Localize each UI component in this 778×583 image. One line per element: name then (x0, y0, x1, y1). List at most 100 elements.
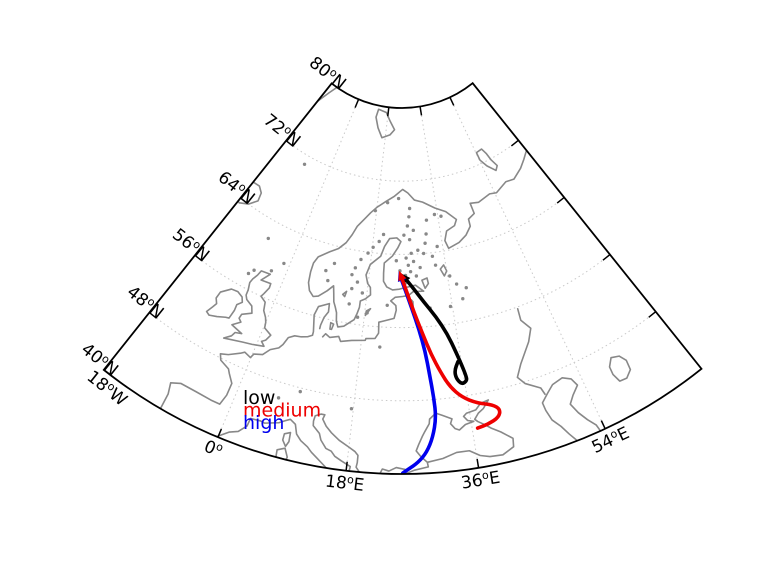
legend-label-high: high (243, 412, 284, 434)
lake-dot (464, 285, 468, 290)
lake-dot (385, 200, 390, 205)
lake-dot (432, 212, 437, 217)
lon-tick-bottom-54 (600, 420, 606, 430)
lake-dot (396, 196, 401, 201)
lake-dot (435, 244, 439, 249)
lake-dot (423, 241, 427, 245)
lake-dot (252, 268, 256, 272)
lake-dot (324, 268, 328, 273)
lake-dot (414, 274, 419, 278)
lat-tick-right-56 (602, 253, 611, 261)
lake-dot (411, 228, 416, 233)
lake-dot (418, 265, 422, 270)
lake-dot (409, 251, 413, 256)
lake-dot (269, 269, 274, 273)
lake-dot (385, 303, 389, 307)
lake-dot (298, 389, 302, 394)
trajectories (397, 270, 502, 474)
lake-dot (421, 251, 426, 256)
lat-tick-right-64 (556, 196, 565, 204)
lake-dot (424, 218, 429, 222)
coastline-corsica (281, 431, 292, 448)
lake-dot (302, 162, 307, 166)
lake-dots (246, 162, 468, 411)
lake-dot (461, 297, 465, 301)
lat-tick-left-56 (194, 254, 203, 262)
lake-dot (381, 232, 386, 237)
lake-dot (365, 311, 369, 315)
lake-dot (406, 263, 411, 268)
lake-dot (276, 396, 281, 400)
coastlines (159, 83, 632, 474)
lake-dot (433, 263, 438, 267)
lake-dot (350, 272, 354, 277)
lake-dot (360, 291, 365, 295)
lake-dot (407, 206, 412, 211)
meridian-line-0 (217, 99, 360, 438)
lake-dot (377, 239, 381, 244)
lake-dot (416, 248, 420, 252)
legend-label-medium: medium (243, 400, 321, 422)
lon-tick-top-0 (354, 99, 360, 108)
coastline-lake-onega (439, 264, 448, 277)
lon-tick-bottom-18 (345, 461, 348, 471)
trajectory-medium (398, 273, 502, 430)
lake-dot (394, 259, 399, 263)
meridian-line-36 (419, 106, 480, 468)
meridian-label-36: 36oE (460, 467, 502, 494)
lake-dot (407, 215, 411, 219)
trajectory-low (402, 275, 469, 386)
lon-tick-top-18 (387, 107, 390, 117)
coastline-baltic-south (321, 290, 425, 343)
lake-dot (326, 278, 330, 283)
coastline-fennoscandia (307, 150, 527, 328)
lake-dot (402, 233, 406, 237)
lake-dot (448, 274, 452, 278)
lake-dot (246, 271, 251, 276)
map-frame (102, 81, 703, 475)
lat-tick-right-72 (510, 139, 519, 147)
parallel-line-48 (149, 311, 657, 402)
map-boundary (102, 81, 703, 475)
coastline-novaya-zemlya (475, 148, 498, 172)
lake-dot (454, 282, 459, 286)
lake-dot (266, 236, 270, 241)
lake-dot (448, 304, 453, 309)
lake-dot (332, 261, 337, 266)
coastline-caspian (541, 376, 602, 442)
lat-tick-left-64 (240, 197, 249, 205)
lat-tick-left-72 (285, 140, 294, 147)
coastline-mediterranean-west (215, 417, 328, 469)
lake-dot (350, 286, 354, 291)
lon-tick-top-36 (419, 106, 423, 116)
meridian-label-54: 54oE (588, 422, 632, 458)
legend-label-low: low (243, 387, 275, 409)
lake-dot (359, 257, 363, 262)
meridian-line-54 (449, 97, 606, 429)
meridian-label-18: 18oE (324, 470, 365, 495)
coastline-zealand (329, 321, 335, 331)
lon-tick-top-54 (449, 97, 455, 106)
coastline-aegean-black-sea (379, 399, 515, 474)
coastline-svalbard (375, 108, 396, 139)
lake-dot (407, 237, 412, 242)
lake-dot (408, 269, 413, 274)
lake-dot (355, 280, 360, 284)
lake-dot (404, 256, 408, 260)
lake-dot (405, 224, 410, 228)
coastline-uk (222, 270, 272, 348)
lake-dot (430, 254, 435, 258)
lake-dot (282, 261, 286, 266)
trajectory-high (398, 274, 438, 474)
lake-dot (355, 315, 360, 319)
lake-dot (424, 232, 428, 236)
trajectory-medium-arrow (398, 270, 407, 282)
lake-dot (439, 214, 443, 218)
coastline-adriatic-italy-east (312, 413, 361, 473)
lat-tick-right-48 (648, 311, 657, 318)
parallel-line-72 (285, 139, 519, 182)
